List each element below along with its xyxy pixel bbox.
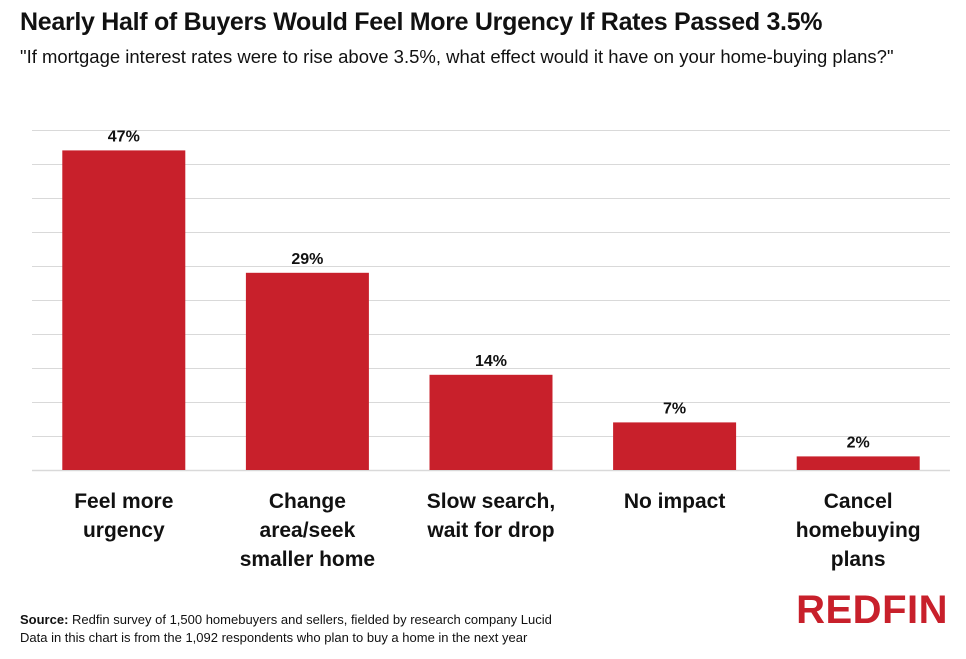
bar (429, 374, 553, 470)
data-label: 2% (847, 434, 870, 451)
data-label: 29% (291, 251, 323, 268)
source-label: Source: (20, 612, 69, 627)
category-labels: Feel more urgency Change area/seek smaller h… (74, 490, 920, 571)
category-label: Feel more urgency (74, 490, 173, 542)
data-note: Data in this chart is from the 1,092 res… (20, 630, 528, 645)
category-label: Slow search, wait for drop (426, 490, 555, 542)
bar (245, 272, 369, 470)
chart-title: Nearly Half of Buyers Would Feel More Ur… (20, 8, 823, 36)
bar-chart: 47% 29% 14% 7% 2% Feel more urgency Change area… (32, 128, 950, 571)
data-label: 7% (663, 400, 686, 417)
bars (62, 150, 920, 470)
data-label: 47% (108, 128, 140, 145)
category-label: Change area/seek smaller home (240, 490, 375, 571)
source-note: Source: Redfin survey of 1,500 homebuyer… (20, 611, 720, 647)
bar (613, 422, 737, 470)
redfin-logo: REDFIN (796, 588, 948, 632)
bar (796, 456, 920, 470)
bar (62, 150, 186, 470)
data-label: 14% (475, 353, 507, 370)
category-label: Cancel homebuying plans (796, 490, 921, 571)
chart-subtitle: "If mortgage interest rates were to rise… (20, 46, 894, 67)
source-text: Redfin survey of 1,500 homebuyers and se… (68, 612, 552, 627)
data-labels: 47% 29% 14% 7% 2% (108, 128, 870, 451)
category-label: No impact (624, 490, 726, 513)
